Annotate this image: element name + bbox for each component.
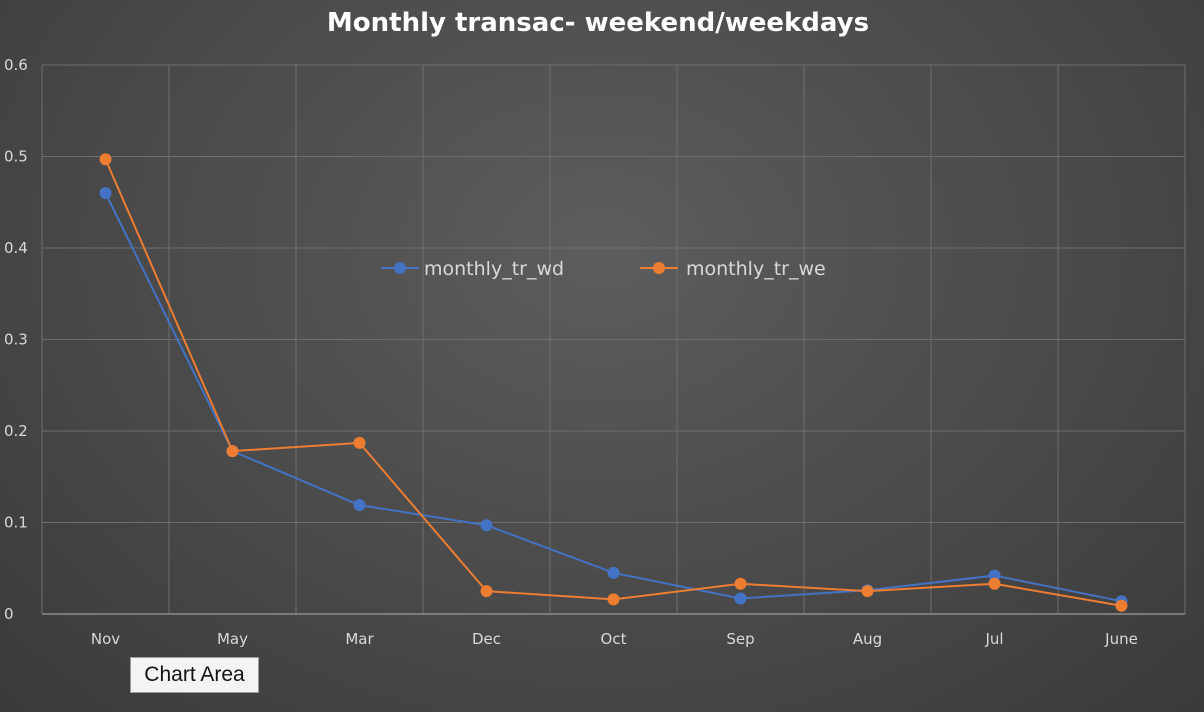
legend-swatch-marker [394,262,406,274]
data-point[interactable] [607,566,620,579]
chart-title: Monthly transac- weekend/weekdays [327,8,869,38]
data-point[interactable] [1115,599,1128,612]
data-point[interactable] [988,569,1001,582]
data-point[interactable] [861,585,874,598]
legend[interactable]: monthly_tr_wd monthly_tr_we [381,258,826,280]
data-point[interactable] [99,153,112,166]
x-tick-label: May [217,630,248,648]
series-monthly_tr_wd[interactable] [99,187,1128,608]
data-point[interactable] [988,577,1001,590]
y-tick-label: 0.5 [4,148,28,166]
chart-area-tooltip: Chart Area [130,657,259,693]
data-point[interactable] [734,577,747,590]
data-point[interactable] [226,445,239,458]
x-tick-label: Sep [726,630,754,648]
axes: 0 0.1 0.2 0.3 0.4 0.5 0.6 Nov May Mar Dec Oct Sep Aug… [4,56,1185,648]
legend-label: monthly_tr_wd [424,258,564,280]
series-layer[interactable] [99,153,1128,612]
data-point[interactable] [99,187,112,200]
legend-swatch-marker [653,262,665,274]
x-tick-label: Aug [853,630,882,648]
y-tick-label: 0.2 [4,422,28,440]
y-tick-label: 0.6 [4,56,28,74]
data-point[interactable] [734,592,747,605]
data-point[interactable] [480,519,493,532]
y-tick-label: 0.4 [4,239,28,257]
data-point[interactable] [607,593,620,606]
y-tick-label: 0.1 [4,514,28,532]
x-tick-label: Oct [601,630,627,648]
series-line[interactable] [104,158,1122,607]
legend-label: monthly_tr_we [686,258,826,280]
y-tick-label: 0.3 [4,331,28,349]
data-point[interactable] [353,499,366,512]
series-monthly_tr_we[interactable] [99,153,1128,612]
x-tick-label: Jul [984,630,1003,648]
x-tick-label: Nov [91,630,120,648]
data-point[interactable] [480,585,493,598]
x-tick-label: June [1104,630,1138,648]
data-point[interactable] [353,436,366,449]
legend-item[interactable]: monthly_tr_we [640,258,826,280]
y-tick-label: 0 [4,605,14,623]
legend-item[interactable]: monthly_tr_wd [381,258,564,280]
x-tick-label: Dec [472,630,501,648]
gridlines [41,64,1186,614]
x-tick-label: Mar [345,630,374,648]
series-line[interactable] [104,192,1122,603]
